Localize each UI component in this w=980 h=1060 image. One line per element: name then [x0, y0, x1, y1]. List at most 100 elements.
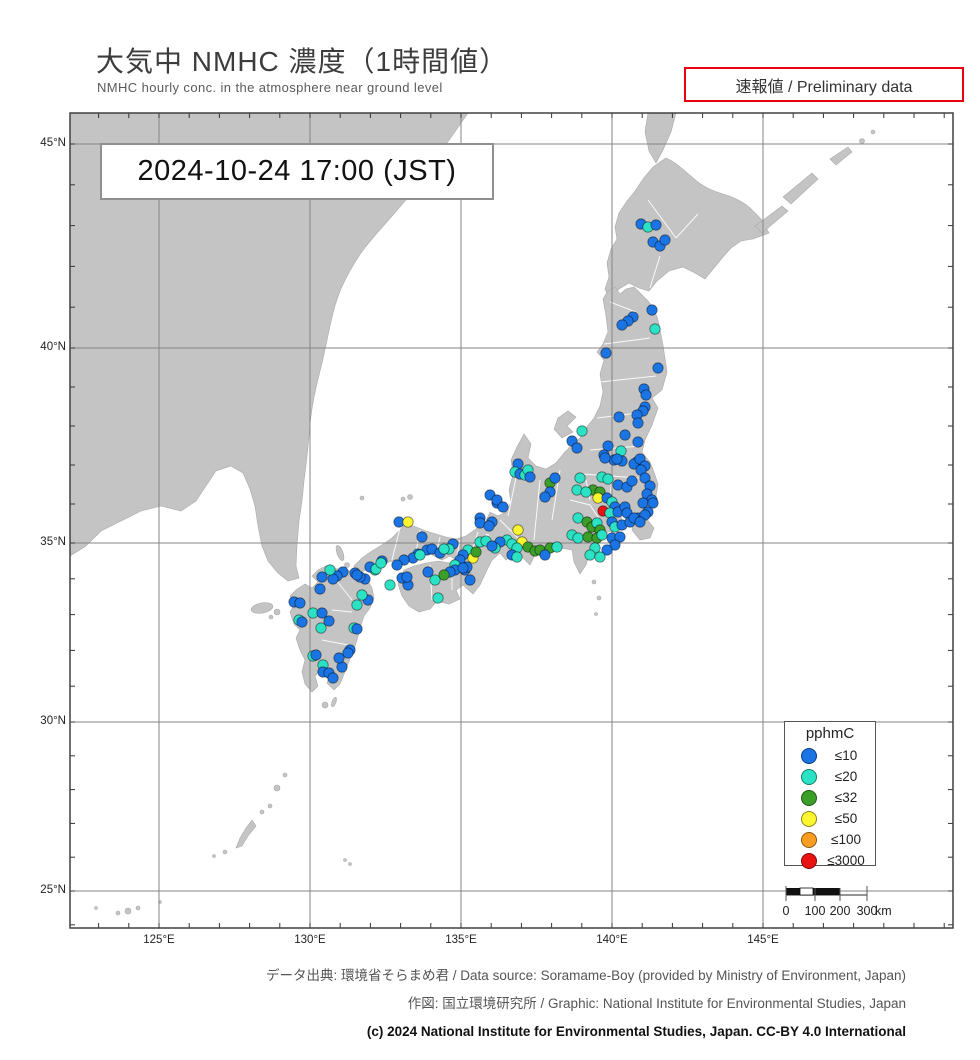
station-dot: [324, 564, 336, 576]
longitude-label: 135°E: [445, 934, 477, 946]
oki-island: [400, 496, 406, 502]
okinawa-islet: [267, 803, 273, 809]
okinawa-island: [235, 819, 257, 849]
station-dot: [574, 472, 586, 484]
station-dot: [438, 569, 450, 581]
station-dot: [571, 484, 583, 496]
izu-islet: [594, 612, 598, 616]
latitude-label: 25°N: [40, 884, 66, 896]
legend-label: ≤50: [834, 811, 858, 826]
station-dot: [602, 473, 614, 485]
hokkaido: [604, 157, 770, 299]
station-dot: [600, 347, 612, 359]
station-dot: [611, 453, 623, 465]
izu-islet: [591, 579, 597, 585]
station-dot: [333, 652, 345, 664]
legend-label: ≤3000: [827, 853, 865, 868]
station-dot: [576, 425, 588, 437]
station-dot: [632, 436, 644, 448]
latitude-label: 30°N: [40, 715, 66, 727]
station-dot: [639, 472, 651, 484]
station-dot: [596, 529, 608, 541]
amami-islet: [282, 772, 288, 778]
station-dot: [659, 234, 671, 246]
station-dot: [616, 319, 628, 331]
station-dot: [599, 452, 611, 464]
station-dot: [612, 479, 624, 491]
legend-dot-le20: [801, 769, 817, 785]
station-dot: [323, 615, 335, 627]
station-dot: [391, 559, 403, 571]
station-dot: [315, 622, 327, 634]
daito-islet: [348, 862, 352, 866]
station-dot: [539, 549, 551, 561]
legend-row: ≤20: [785, 767, 875, 787]
station-dot: [429, 574, 441, 586]
station-dot: [646, 304, 658, 316]
station-dot: [402, 516, 414, 528]
sakishima-island: [124, 907, 132, 915]
daito-islet: [343, 858, 347, 862]
station-dot: [512, 524, 524, 536]
station-dot: [384, 579, 396, 591]
latitude-label: 45°N: [40, 137, 66, 149]
station-dot: [438, 543, 450, 555]
legend-dot-le50: [801, 811, 817, 827]
okinawa-islet: [212, 854, 216, 858]
station-dot: [571, 442, 583, 454]
station-dot: [351, 623, 363, 635]
station-dot: [414, 549, 426, 561]
preliminary-data-badge: 速報値 / Preliminary data: [684, 67, 964, 102]
station-dot: [327, 672, 339, 684]
longitude-label: 145°E: [747, 934, 779, 946]
legend-label: ≤10: [834, 748, 858, 763]
station-dot: [351, 599, 363, 611]
sakishima-islet: [135, 905, 141, 911]
station-dot: [310, 649, 322, 661]
longitude-label: 140°E: [596, 934, 628, 946]
station-dot: [551, 541, 563, 553]
kuril-islet: [859, 138, 865, 144]
station-dot: [580, 486, 592, 498]
station-dot: [572, 532, 584, 544]
station-dot: [356, 589, 368, 601]
okinawa-islet: [222, 849, 228, 855]
latitude-label: 40°N: [40, 341, 66, 353]
footer: データ出典: 環境省そらまめ君 / Data source: Soramame-…: [0, 962, 906, 1046]
station-dot: [314, 583, 326, 595]
goto-island: [268, 614, 274, 620]
station-dot: [594, 551, 606, 563]
station-dot: [422, 566, 434, 578]
station-dot: [647, 497, 659, 509]
longitude-label: 125°E: [143, 934, 175, 946]
station-dot: [609, 539, 621, 551]
legend-row: ≤50: [785, 809, 875, 829]
station-dot: [524, 471, 536, 483]
station-dot: [432, 592, 444, 604]
legend-dot-le10: [801, 748, 817, 764]
station-dot: [401, 571, 413, 583]
map-frame: [69, 112, 954, 929]
station-dot: [351, 569, 363, 581]
legend-dot-le32: [801, 790, 817, 806]
sado-island: [553, 410, 577, 439]
station-dot: [601, 544, 613, 556]
legend: pphmC ≤10 ≤20 ≤32 ≤50 ≤100 ≤3000: [784, 721, 876, 869]
station-dot: [652, 362, 664, 374]
station-dot: [614, 531, 626, 543]
tsushima-island: [335, 545, 345, 561]
scalebar-tick-label: 100: [804, 904, 826, 918]
longitude-label: 130°E: [294, 934, 326, 946]
scalebar-tick-label: 200: [829, 904, 851, 918]
legend-row: ≤3000: [785, 851, 875, 871]
scale-bar: [785, 886, 868, 901]
goto-island: [273, 608, 281, 616]
legend-title: pphmC: [805, 725, 855, 742]
amami-island: [273, 784, 281, 792]
footer-copyright: (c) 2024 National Institute for Environm…: [366, 1024, 906, 1039]
tanegashima-island: [331, 696, 337, 708]
scalebar-tick-label: 0: [782, 904, 790, 918]
jeju-island: [250, 602, 274, 614]
station-dot: [649, 323, 661, 335]
